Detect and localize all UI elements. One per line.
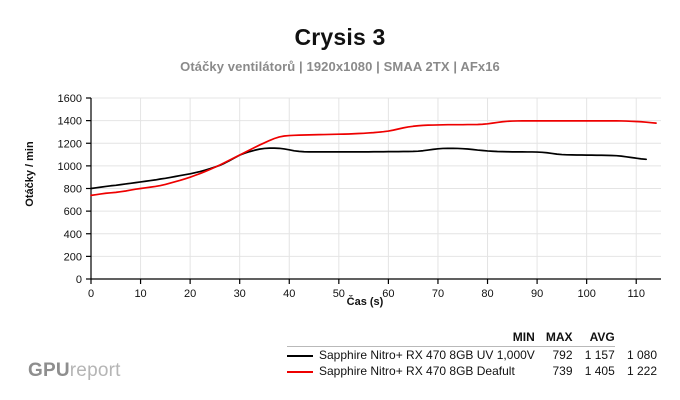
x-axis-tick-label: 40 (283, 288, 295, 300)
gpureport-watermark: GPUreport (28, 360, 121, 382)
plot-area: 0 200 400 600 800 1000 1200 1400 1600 0 10 20 30 40 50… (24, 93, 661, 308)
legend-series-label: Sapphire Nitro+ RX 470 8GB Deafult (319, 364, 515, 378)
legend-color-swatch (287, 363, 319, 379)
legend-series-label: Sapphire Nitro+ RX 470 8GB UV 1,000V (319, 348, 535, 362)
y-axis-label: Otáčky / min (24, 141, 36, 207)
legend-header-max: MAX (534, 330, 573, 347)
series-line (90, 147, 647, 190)
x-axis-tick-label: 100 (577, 288, 595, 300)
series-line (90, 120, 657, 197)
x-axis-tick-label: 10 (134, 288, 146, 300)
watermark-light: report (69, 360, 121, 381)
y-axis-tick-label: 400 (64, 229, 82, 241)
x-axis-tick-label: 50 (333, 288, 345, 300)
legend-line-icon (287, 370, 313, 373)
legend-max-value: 1 405 (584, 364, 615, 378)
legend-row: Sapphire Nitro+ RX 470 8GB Deafult 739 1 4… (287, 363, 657, 379)
y-axis-tick-label: 800 (64, 184, 82, 196)
y-axis-tick-label: 600 (64, 206, 82, 218)
legend-max-value: 1 157 (584, 348, 615, 362)
x-axis-label: Čas (s) (346, 296, 384, 308)
x-axis-tick-label: 0 (88, 288, 94, 300)
chart-subtitle: Otáčky ventilátorů | 1920x1080 | SMAA 2T… (180, 59, 500, 74)
legend-header-avg: AVG (572, 330, 615, 347)
legend-table: MIN MAX AVG Sapphire Nitro+ RX 470 8GB U… (287, 330, 657, 379)
legend-avg-value: 1 080 (626, 347, 657, 362)
legend-row: Sapphire Nitro+ RX 470 8GB UV 1,000V 792 1… (287, 347, 657, 364)
legend-header-label (287, 330, 319, 347)
legend-color-swatch (287, 347, 319, 364)
y-axis-tick-label: 1200 (58, 138, 82, 150)
x-axis-tick-label: 70 (432, 288, 444, 300)
legend-header-min: MIN (319, 330, 535, 347)
legend-avg-value: 1 222 (626, 364, 657, 378)
legend: MIN MAX AVG Sapphire Nitro+ RX 470 8GB U… (287, 330, 657, 379)
y-axis-tick-label: 0 (76, 274, 82, 286)
x-axis-tick-label: 80 (481, 288, 493, 300)
plot-svg: 0 200 400 600 800 1000 1200 1400 1600 0 10 20 30 40 50… (58, 93, 661, 300)
x-axis-tick-label: 60 (382, 288, 394, 300)
y-axis-tick-label: 1400 (58, 116, 82, 128)
y-axis-tick-label: 200 (64, 251, 82, 263)
chart-title: Crysis 3 (294, 24, 386, 50)
legend-line-icon (287, 354, 313, 357)
legend-min-value: 739 (552, 364, 573, 378)
y-axis-tick-label: 1600 (58, 93, 82, 105)
x-axis-tick-label: 90 (531, 288, 543, 300)
legend-min-value: 792 (552, 348, 573, 362)
x-axis-tick-label: 20 (184, 288, 196, 300)
x-axis-tick-label: 30 (234, 288, 246, 300)
y-axis-tick-label: 1000 (58, 161, 82, 173)
legend-header-row: MIN MAX AVG (287, 330, 657, 347)
x-axis-tick-label: 110 (627, 288, 645, 300)
watermark-bold: GPU (28, 360, 70, 381)
